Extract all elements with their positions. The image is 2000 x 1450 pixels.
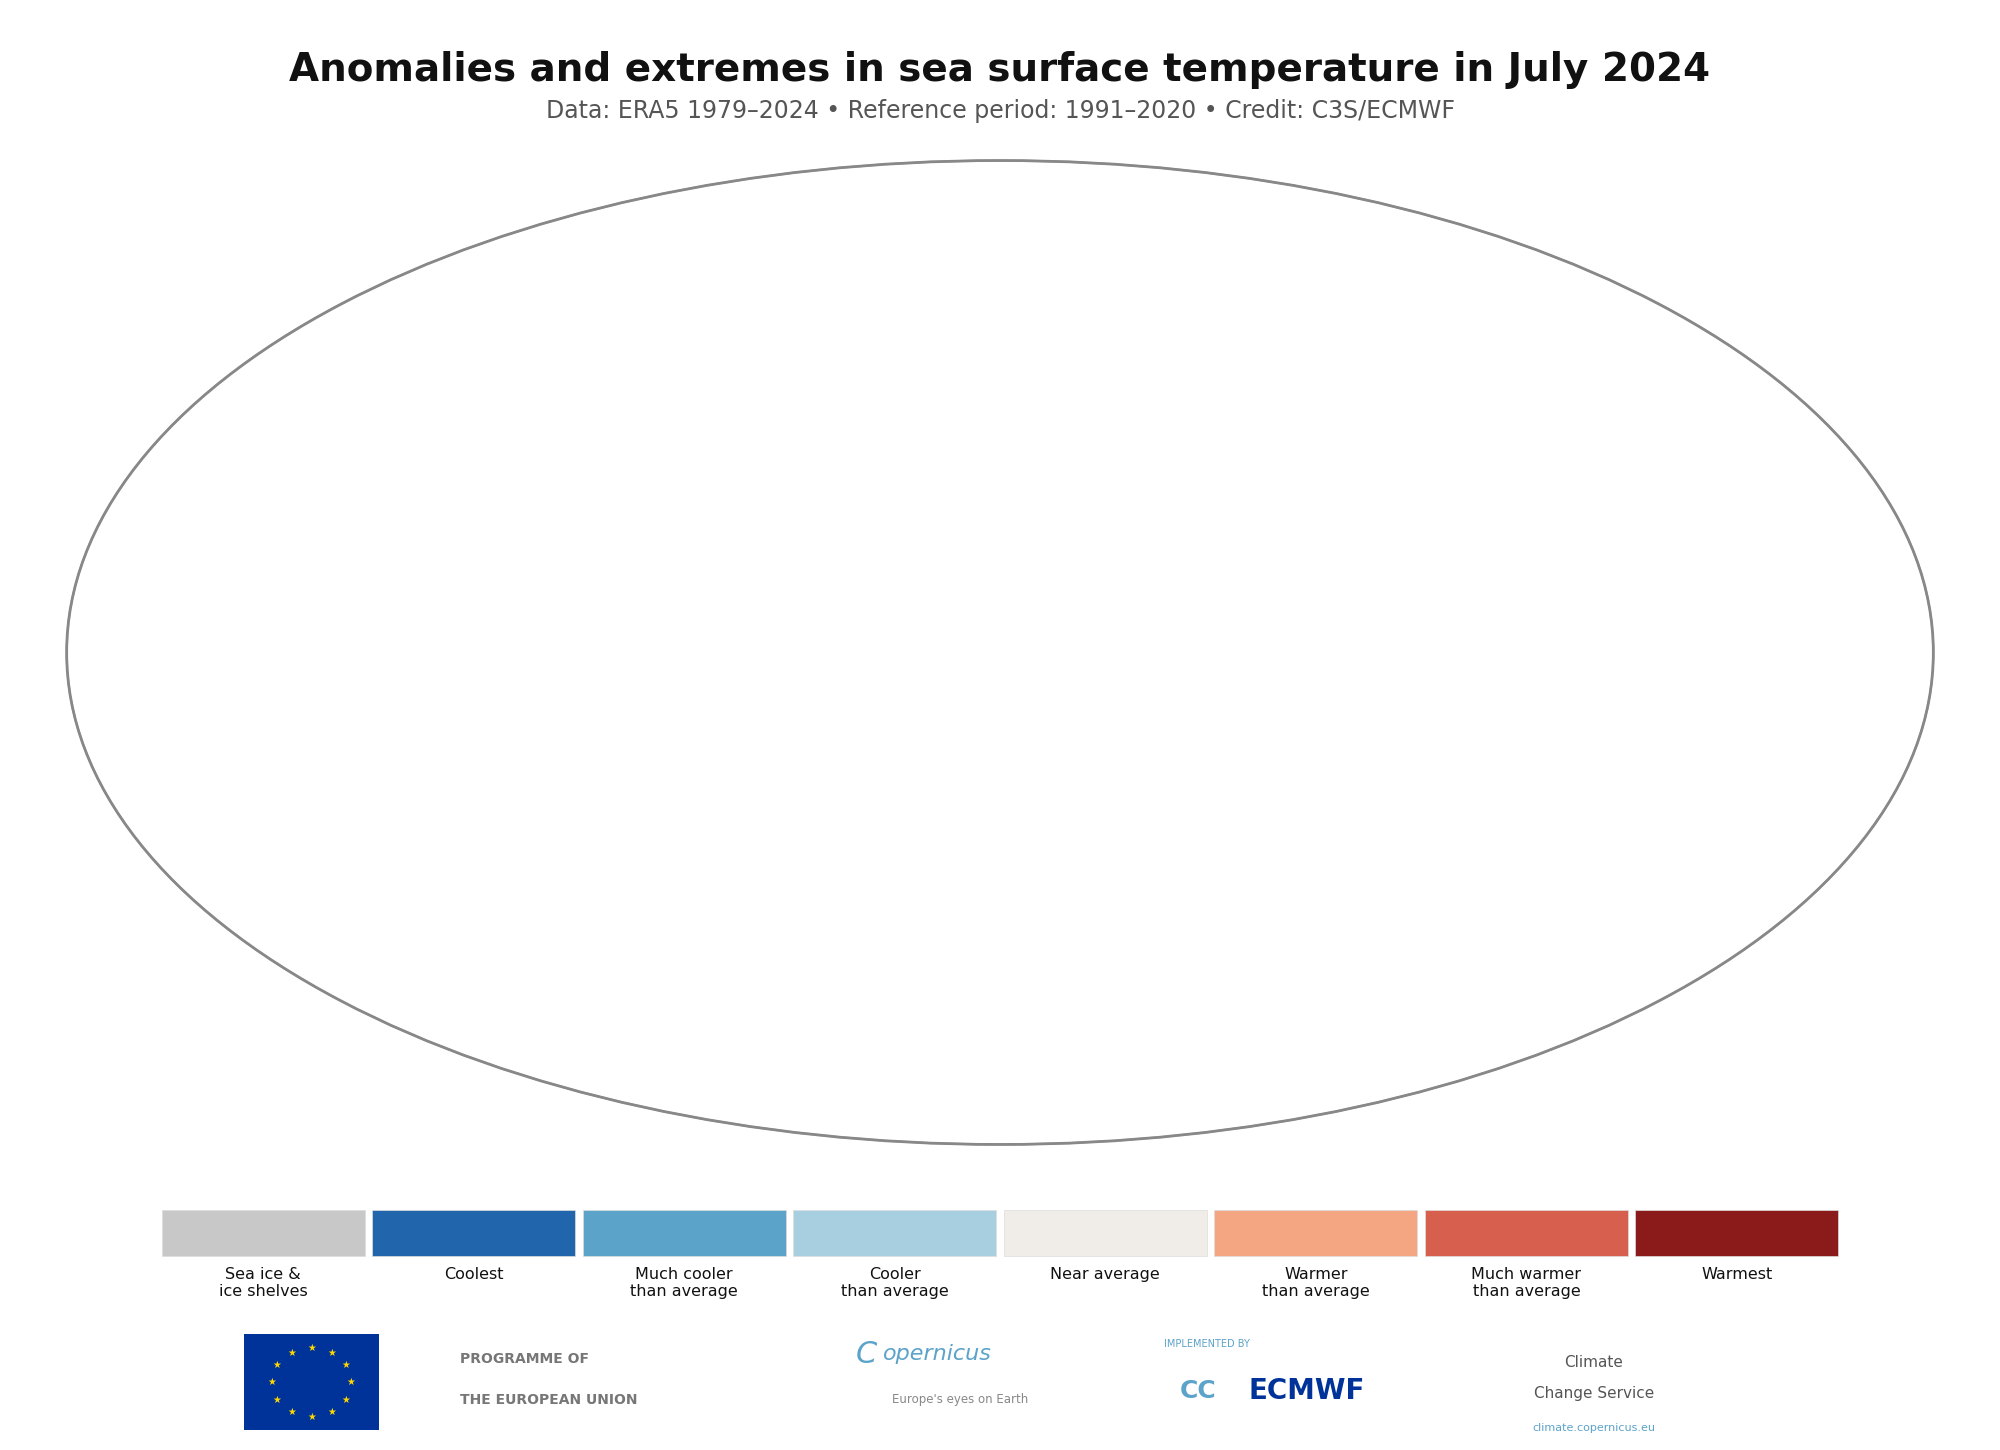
- FancyBboxPatch shape: [244, 1334, 380, 1430]
- FancyBboxPatch shape: [1636, 1209, 1838, 1256]
- Text: ★: ★: [272, 1395, 282, 1405]
- Text: C: C: [856, 1340, 878, 1369]
- Text: ECMWF: ECMWF: [1248, 1378, 1364, 1405]
- FancyBboxPatch shape: [794, 1209, 996, 1256]
- Text: PROGRAMME OF: PROGRAMME OF: [460, 1351, 588, 1366]
- Text: Anomalies and extremes in sea surface temperature in July 2024: Anomalies and extremes in sea surface te…: [290, 51, 1710, 88]
- Text: ★: ★: [342, 1360, 350, 1370]
- Text: ★: ★: [268, 1378, 276, 1388]
- Text: Near average: Near average: [1050, 1267, 1160, 1282]
- Text: ★: ★: [326, 1347, 336, 1357]
- Text: ★: ★: [342, 1395, 350, 1405]
- FancyBboxPatch shape: [372, 1209, 576, 1256]
- Polygon shape: [366, 213, 878, 683]
- Text: opernicus: opernicus: [884, 1344, 992, 1364]
- Text: climate.copernicus.eu: climate.copernicus.eu: [1532, 1422, 1656, 1433]
- Text: Sea ice &
ice shelves: Sea ice & ice shelves: [218, 1267, 308, 1299]
- Text: Data: ERA5 1979–2024 • Reference period: 1991–2020 • Credit: C3S/ECMWF: Data: ERA5 1979–2024 • Reference period:…: [546, 99, 1454, 123]
- Text: ★: ★: [326, 1408, 336, 1417]
- Text: IMPLEMENTED BY: IMPLEMENTED BY: [1164, 1340, 1250, 1348]
- FancyBboxPatch shape: [1004, 1209, 1206, 1256]
- Text: Warmest: Warmest: [1702, 1267, 1772, 1282]
- Text: THE EUROPEAN UNION: THE EUROPEAN UNION: [460, 1392, 638, 1406]
- Text: Much warmer
than average: Much warmer than average: [1472, 1267, 1582, 1299]
- Text: Cooler
than average: Cooler than average: [840, 1267, 948, 1299]
- Text: Coolest: Coolest: [444, 1267, 504, 1282]
- FancyBboxPatch shape: [1424, 1209, 1628, 1256]
- Text: Climate: Climate: [1564, 1356, 1624, 1370]
- Text: CC: CC: [1180, 1379, 1216, 1404]
- Text: ★: ★: [346, 1378, 356, 1388]
- Text: ★: ★: [272, 1360, 282, 1370]
- Ellipse shape: [66, 161, 1934, 1144]
- Text: ★: ★: [308, 1412, 316, 1422]
- Text: ★: ★: [308, 1343, 316, 1353]
- FancyBboxPatch shape: [582, 1209, 786, 1256]
- Text: Change Service: Change Service: [1534, 1386, 1654, 1401]
- FancyBboxPatch shape: [162, 1209, 364, 1256]
- PathPatch shape: [20, 102, 1980, 1204]
- FancyBboxPatch shape: [1214, 1209, 1418, 1256]
- Text: Much cooler
than average: Much cooler than average: [630, 1267, 738, 1299]
- Text: ★: ★: [288, 1408, 296, 1417]
- Text: Warmer
than average: Warmer than average: [1262, 1267, 1370, 1299]
- Text: Europe's eyes on Earth: Europe's eyes on Earth: [892, 1393, 1028, 1406]
- Text: ★: ★: [288, 1347, 296, 1357]
